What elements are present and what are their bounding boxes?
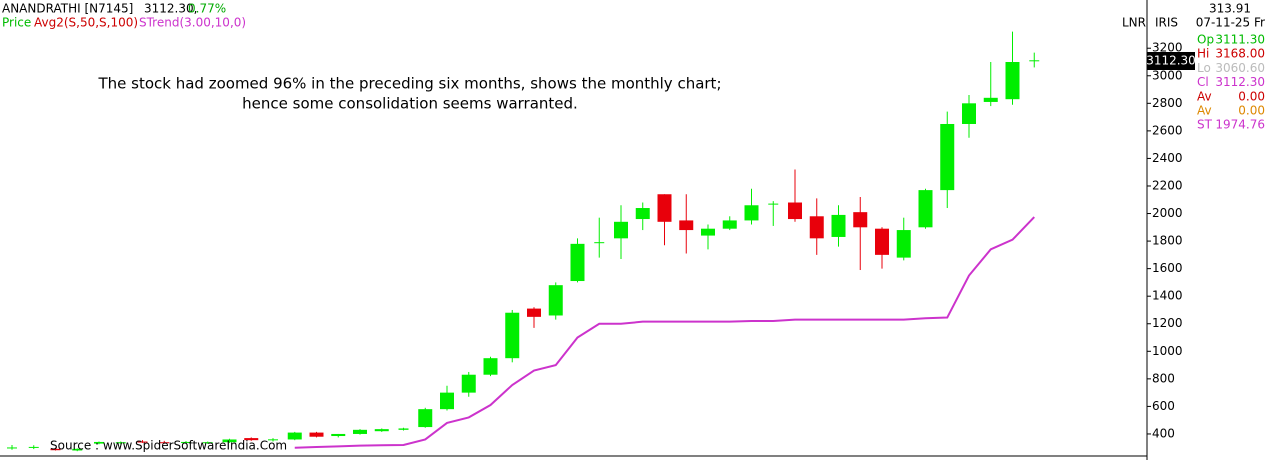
info-value: 3111.30	[1215, 33, 1265, 47]
candle-body	[28, 446, 39, 448]
y-tick-label: 3000	[1152, 68, 1183, 82]
toolbar-item[interactable]: LNR	[1122, 16, 1146, 30]
candle-body	[918, 190, 933, 228]
annotation: hence some consolidation seems warranted…	[242, 95, 578, 113]
candle-body	[853, 212, 868, 228]
candle-body	[159, 442, 170, 444]
candle-body	[1005, 61, 1020, 100]
y-tick-label: 1600	[1152, 261, 1183, 275]
info-value: 0.00	[1238, 89, 1265, 103]
candle-body	[570, 243, 585, 282]
info-value: 3168.00	[1215, 47, 1265, 61]
info-label: Av	[1197, 104, 1212, 118]
candle-body	[505, 312, 520, 359]
candle-body	[809, 216, 824, 239]
candle-body	[309, 432, 324, 437]
y-tick-label: 1200	[1152, 316, 1183, 330]
candle-body	[181, 441, 191, 443]
y-tick-label: 800	[1152, 371, 1175, 385]
source: Source : www.SpiderSoftwareIndia.Com	[50, 439, 287, 453]
change: 0.77%	[188, 2, 226, 16]
candle-body	[202, 442, 213, 444]
y-tick-label: 1800	[1152, 234, 1183, 248]
last-price: 3112.30,	[144, 2, 197, 16]
legend-item: Avg2(S,50,S,100)	[34, 16, 138, 30]
candle-body	[483, 358, 498, 375]
y-tick-label: 3200	[1152, 41, 1183, 55]
candle-body	[331, 433, 346, 437]
candle-body	[594, 242, 605, 244]
candle-body	[983, 97, 998, 102]
candle-body	[722, 220, 737, 229]
chart-title: ANANDRATHI [N7145]	[2, 2, 133, 16]
candle-body	[701, 228, 715, 236]
candle-body	[527, 308, 541, 317]
y-tick-label: 1400	[1152, 289, 1183, 303]
info-label: ST	[1197, 118, 1213, 132]
y-tick-label: 2400	[1152, 151, 1183, 165]
legend-item: STrend(3.00,10,0)	[139, 16, 246, 30]
toolbar-item[interactable]: IRIS	[1155, 16, 1178, 30]
info-value: 1974.76	[1215, 118, 1265, 132]
candle-body	[1029, 60, 1040, 62]
candle-body	[788, 202, 802, 220]
candle-body	[744, 205, 759, 221]
info-label: Lo	[1197, 61, 1211, 75]
candle-body	[635, 208, 650, 220]
info-value: 3060.60	[1215, 61, 1265, 75]
candle-body	[875, 228, 889, 255]
price-tag: 3112.30	[1146, 54, 1196, 68]
info-label: Op	[1197, 33, 1214, 47]
candle-body	[72, 448, 83, 451]
candle-body	[657, 194, 672, 222]
y-tick-label: 1000	[1152, 344, 1183, 358]
candle-body	[679, 220, 694, 231]
candle-body	[94, 441, 104, 444]
info-label: Av	[1197, 89, 1212, 103]
candle-body	[461, 374, 476, 393]
candle-body	[548, 285, 563, 316]
y-tick-label: 2600	[1152, 123, 1183, 137]
candle-body	[614, 221, 628, 239]
candle-body	[398, 428, 409, 430]
info-date: 07-11-25 Fri	[1196, 16, 1266, 30]
info-value: 0.00	[1238, 104, 1265, 118]
trend-line	[294, 216, 1035, 449]
price-tag-bg	[1147, 52, 1195, 70]
candle-body	[50, 448, 61, 451]
candle-body	[418, 409, 433, 428]
candle-body	[353, 429, 367, 434]
candle-body	[7, 447, 17, 449]
info-top: 313.91	[1209, 2, 1251, 16]
candle-body	[440, 392, 454, 410]
info-label: Hi	[1197, 47, 1209, 61]
y-tick-label: 2200	[1152, 178, 1183, 192]
y-tick-label: 2800	[1152, 96, 1183, 110]
annotation: The stock had zoomed 96% in the precedin…	[97, 75, 721, 93]
candle-body	[287, 432, 302, 440]
candle-body	[831, 214, 846, 237]
candle-body	[244, 438, 259, 441]
candle-body	[940, 123, 955, 191]
candle-body	[137, 441, 148, 443]
candle-body	[374, 429, 389, 432]
candle-body	[222, 439, 237, 443]
y-tick-label: 600	[1152, 399, 1175, 413]
candle-body	[768, 203, 779, 205]
y-tick-label: 400	[1152, 426, 1175, 440]
legend-item: Price	[2, 16, 31, 30]
candle-body	[115, 442, 126, 444]
candle-body	[268, 439, 278, 441]
info-value: 3112.30	[1215, 75, 1265, 89]
y-tick-label: 2000	[1152, 206, 1183, 220]
info-label: Cl	[1197, 75, 1209, 89]
candle-body	[962, 103, 976, 124]
candle-body	[896, 230, 911, 258]
